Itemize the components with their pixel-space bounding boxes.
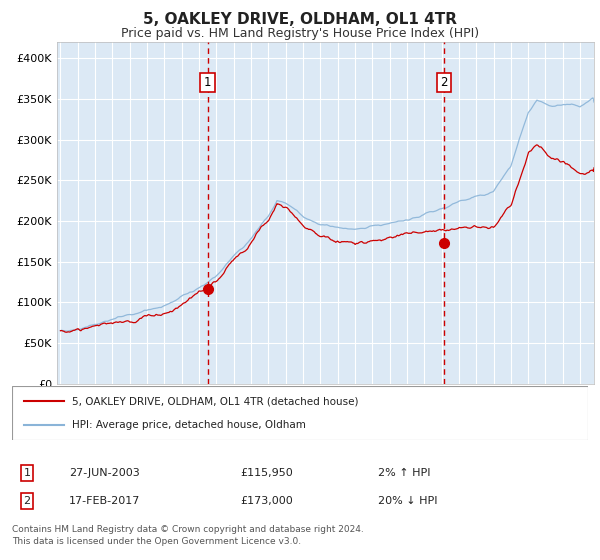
Text: 20% ↓ HPI: 20% ↓ HPI — [378, 496, 437, 506]
Text: 2% ↑ HPI: 2% ↑ HPI — [378, 468, 431, 478]
Text: £173,000: £173,000 — [240, 496, 293, 506]
Text: 17-FEB-2017: 17-FEB-2017 — [69, 496, 140, 506]
Text: HPI: Average price, detached house, Oldham: HPI: Average price, detached house, Oldh… — [73, 419, 307, 430]
Text: 27-JUN-2003: 27-JUN-2003 — [69, 468, 140, 478]
Text: 5, OAKLEY DRIVE, OLDHAM, OL1 4TR (detached house): 5, OAKLEY DRIVE, OLDHAM, OL1 4TR (detach… — [73, 396, 359, 407]
Text: Contains HM Land Registry data © Crown copyright and database right 2024.
This d: Contains HM Land Registry data © Crown c… — [12, 525, 364, 546]
Text: Price paid vs. HM Land Registry's House Price Index (HPI): Price paid vs. HM Land Registry's House … — [121, 27, 479, 40]
Text: 1: 1 — [23, 468, 31, 478]
Text: 2: 2 — [440, 76, 448, 89]
Text: 5, OAKLEY DRIVE, OLDHAM, OL1 4TR: 5, OAKLEY DRIVE, OLDHAM, OL1 4TR — [143, 12, 457, 27]
Text: 2: 2 — [23, 496, 31, 506]
Text: £115,950: £115,950 — [240, 468, 293, 478]
Text: 1: 1 — [204, 76, 211, 89]
FancyBboxPatch shape — [12, 386, 588, 440]
